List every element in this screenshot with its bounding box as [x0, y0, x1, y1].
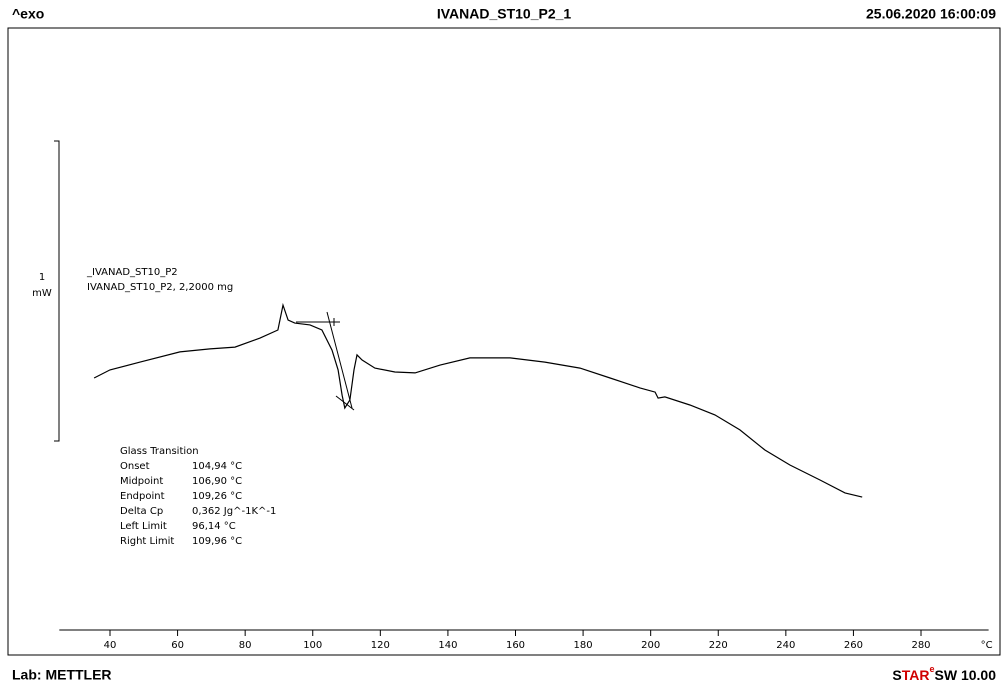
legend-line: IVANAD_ST10_P2, 2,2000 mg: [87, 282, 233, 293]
result-label: Right Limit: [120, 536, 174, 547]
x-tick-label: 140: [438, 640, 457, 651]
brand-version: SW 10.00: [935, 667, 997, 683]
scale-bar-value: 1: [39, 272, 45, 283]
brand-s: S: [892, 667, 901, 683]
x-tick-label: 200: [641, 640, 660, 651]
curve: [93, 302, 863, 498]
brand-sup: e: [930, 664, 935, 674]
tangent: [335, 395, 355, 411]
results-title: Glass Transition: [120, 446, 199, 457]
footer-lab: Lab: METTLER: [12, 667, 112, 683]
x-tick-label: 60: [171, 640, 184, 651]
x-tick-label: 120: [371, 640, 390, 651]
result-value: 109,96 °C: [192, 536, 242, 547]
header-left: ^exo: [12, 6, 44, 22]
frame: [7, 27, 1001, 656]
result-value: 109,26 °C: [192, 491, 242, 502]
result-value: 96,14 °C: [192, 521, 236, 532]
x-unit: °C: [981, 640, 993, 651]
result-value: 104,94 °C: [192, 461, 242, 472]
brand-tar: TAR: [902, 667, 930, 683]
x-tick-label: 260: [844, 640, 863, 651]
scale-bar-unit: mW: [32, 288, 52, 299]
x-tick-label: 100: [303, 640, 322, 651]
result-label: Left Limit: [120, 521, 167, 532]
tangent: [326, 311, 353, 409]
x-tick-label: 280: [911, 640, 930, 651]
footer-brand: STAReSW 10.00: [892, 664, 996, 682]
x-tick-label: 40: [104, 640, 117, 651]
result-value: 0,362 Jg^-1K^-1: [192, 506, 276, 517]
x-tick-label: 220: [709, 640, 728, 651]
x-tick-label: 180: [574, 640, 593, 651]
header-title: IVANAD_ST10_P2_1: [437, 6, 572, 22]
result-label: Onset: [120, 461, 150, 472]
scale-bar: [54, 140, 60, 442]
x-tick-label: 240: [776, 640, 795, 651]
x-tick-label: 160: [506, 640, 525, 651]
result-label: Midpoint: [120, 476, 163, 487]
header-datetime: 25.06.2020 16:00:09: [866, 6, 996, 22]
result-value: 106,90 °C: [192, 476, 242, 487]
result-label: Delta Cp: [120, 506, 163, 517]
legend-line: _IVANAD_ST10_P2: [86, 267, 178, 278]
tangents: [296, 311, 355, 411]
x-tick-label: 80: [239, 640, 252, 651]
result-label: Endpoint: [120, 491, 165, 502]
